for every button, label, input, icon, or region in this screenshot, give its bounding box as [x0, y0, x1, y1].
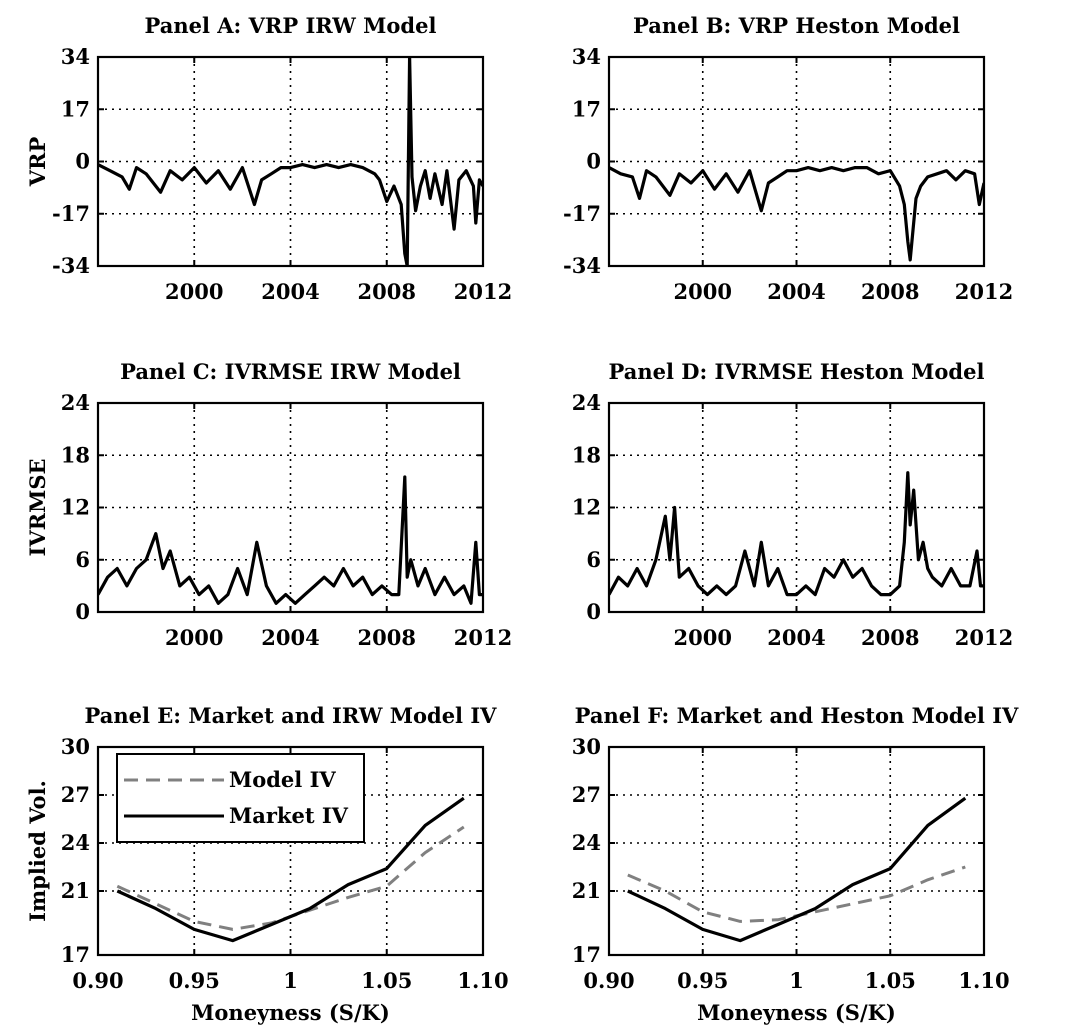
- panel-a-ytick-label-4: 34: [61, 44, 90, 69]
- panel-a-ytick-label-3: 17: [61, 96, 90, 121]
- panel-c-ylabel: IVRMSE: [25, 459, 50, 557]
- panel-c-ytick-label-4: 24: [61, 390, 90, 415]
- panel-c-ytick-label-3: 18: [61, 442, 90, 467]
- panel-f: Panel F: Market and Heston Model IV 0.90 0…: [572, 703, 1019, 1025]
- panel-c-series-group: [98, 475, 483, 605]
- panel-a-ytick-label-1: -17: [52, 201, 90, 226]
- panel-b-title: Panel B: VRP Heston Model: [633, 13, 960, 38]
- panel-e-legend-box: [116, 753, 365, 843]
- panel-a-xtick-label-3: 2012: [454, 279, 512, 304]
- panel-f-axes-frame: [607, 745, 986, 957]
- panel-a-xtick-label-2: 2008: [358, 279, 416, 304]
- panel-f-ytick-label-3: 27: [572, 782, 601, 807]
- panel-f-ytick-label-4: 30: [572, 734, 601, 759]
- panel-f-ytick-label-0: 17: [572, 942, 601, 967]
- panel-e-xtick-label-0: 0.90: [72, 968, 123, 993]
- panel-e-legend-label-1: Market IV: [229, 803, 349, 828]
- panel-e-series-1: [116, 796, 465, 943]
- panel-b-ytick-label-3: 17: [572, 96, 601, 121]
- panel-e-ylabel: Implied Vol.: [25, 780, 50, 922]
- panel-d-ytick-label-0: 0: [586, 599, 601, 624]
- panel-f-xlabel: Moneyness (S/K): [697, 1000, 896, 1025]
- panel-c-ytick-label-0: 0: [75, 599, 90, 624]
- panel-c-series-0: [98, 475, 483, 605]
- panel-a-series-0: [98, 57, 483, 266]
- panel-e: Panel E: Market and IRW Model IV 0.90 0.95…: [25, 703, 509, 1025]
- panel-e-xlabel: Moneyness (S/K): [191, 1000, 390, 1025]
- panel-c-ytick-label-1: 6: [75, 547, 90, 572]
- panel-f-xtick-label-3: 1.05: [865, 968, 916, 993]
- panel-b-xtick-label-3: 2012: [955, 279, 1013, 304]
- panel-d-ytick-label-4: 24: [572, 390, 601, 415]
- panel-e-xtick-label-2: 1: [283, 968, 298, 993]
- panel-c: Panel C: IVRMSE IRW Model 2000 2004 2008 201…: [25, 359, 512, 650]
- panel-b-xtick-label-1: 2004: [767, 279, 825, 304]
- panel-a-ytick-label-2: 0: [75, 149, 90, 174]
- panel-e-ytick-label-3: 27: [61, 782, 90, 807]
- panel-f-series-group: [627, 796, 967, 943]
- panel-d-series-0: [609, 471, 984, 597]
- panel-b-ytick-label-2: 0: [586, 149, 601, 174]
- panel-c-title: Panel C: IVRMSE IRW Model: [120, 359, 461, 384]
- panel-b-xtick-label-0: 2000: [674, 279, 732, 304]
- panel-d-xtick-label-0: 2000: [674, 625, 732, 650]
- panel-a-ylabel: VRP: [25, 137, 50, 188]
- panel-e-ytick-label-0: 17: [61, 942, 90, 967]
- panel-e-legend-label-0: Model IV: [229, 767, 336, 792]
- panel-f-xtick-label-1: 0.95: [677, 968, 728, 993]
- panel-a-xtick-label-1: 2004: [261, 279, 319, 304]
- panel-b-series-0: [609, 166, 984, 262]
- panel-b: Panel B: VRP Heston Model 2000 2004 2008 201…: [563, 13, 1013, 304]
- panel-a-axes-frame: [96, 55, 485, 268]
- panel-f-title: Panel F: Market and Heston Model IV: [575, 703, 1019, 728]
- panel-d-xtick-label-2: 2008: [861, 625, 919, 650]
- panel-b-series-group: [609, 166, 984, 262]
- panel-e-xtick-label-4: 1.10: [457, 968, 508, 993]
- panel-c-xtick-label-3: 2012: [454, 625, 512, 650]
- panel-c-axes-frame: [96, 401, 485, 614]
- panel-f-ytick-label-2: 24: [572, 830, 601, 855]
- panel-d-ytick-label-2: 12: [572, 495, 601, 520]
- panel-e-series-group: [116, 796, 465, 943]
- panel-f-series-1: [627, 796, 967, 943]
- panel-d-ytick-label-3: 18: [572, 442, 601, 467]
- panel-e-ytick-label-4: 30: [61, 734, 90, 759]
- panel-b-axes-frame: [607, 55, 986, 268]
- panel-a-title: Panel A: VRP IRW Model: [145, 13, 437, 38]
- panel-a-series-group: [98, 57, 483, 266]
- panel-b-ytick-label-0: -34: [563, 253, 601, 278]
- panel-d-xtick-label-3: 2012: [955, 625, 1013, 650]
- panel-d-xtick-label-1: 2004: [767, 625, 825, 650]
- panel-e-xtick-label-3: 1.05: [361, 968, 412, 993]
- panel-f-ytick-label-1: 21: [572, 878, 601, 903]
- panel-d-series-group: [609, 471, 984, 597]
- panel-e-legend: Model IV Market IV: [116, 753, 365, 843]
- panel-b-xtick-label-2: 2008: [861, 279, 919, 304]
- panel-e-ytick-label-1: 21: [61, 878, 90, 903]
- panel-c-xtick-label-2: 2008: [358, 625, 416, 650]
- panel-f-xtick-label-2: 1: [789, 968, 804, 993]
- panel-b-ytick-label-1: -17: [563, 201, 601, 226]
- panel-d-title: Panel D: IVRMSE Heston Model: [609, 359, 985, 384]
- panel-e-axes-frame: [96, 745, 485, 957]
- panel-f-xtick-label-0: 0.90: [583, 968, 634, 993]
- panel-e-xtick-label-1: 0.95: [169, 968, 220, 993]
- panel-d-axes-frame: [607, 401, 986, 614]
- panel-b-ytick-label-4: 34: [572, 44, 601, 69]
- panel-c-ytick-label-2: 12: [61, 495, 90, 520]
- panel-d-ytick-label-1: 6: [586, 547, 601, 572]
- panel-c-xtick-label-1: 2004: [261, 625, 319, 650]
- panel-d: Panel D: IVRMSE Heston Model 2000 2004 2008…: [572, 359, 1013, 650]
- panel-a-ytick-label-0: -34: [52, 253, 90, 278]
- panel-f-xtick-label-4: 1.10: [958, 968, 1009, 993]
- panel-a: Panel A: VRP IRW Model 2000 2004 2008 2012 -3…: [25, 13, 512, 304]
- panel-c-xtick-label-0: 2000: [165, 625, 223, 650]
- panel-a-xtick-label-0: 2000: [165, 279, 223, 304]
- panel-e-ytick-label-2: 24: [61, 830, 90, 855]
- panel-e-title: Panel E: Market and IRW Model IV: [85, 703, 498, 728]
